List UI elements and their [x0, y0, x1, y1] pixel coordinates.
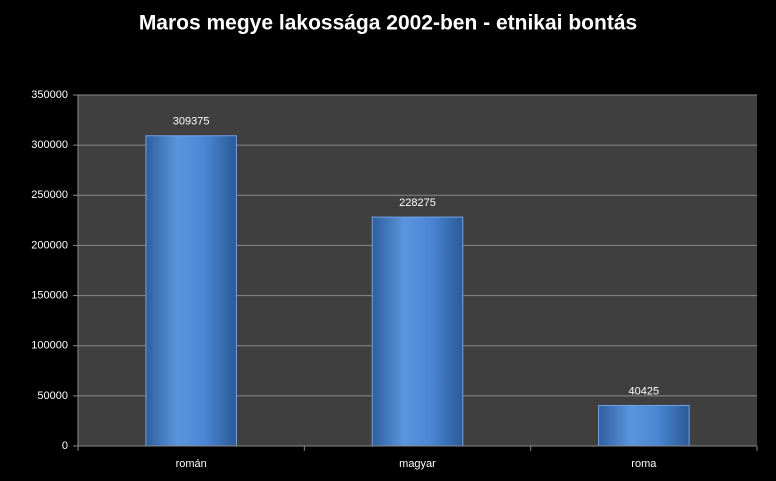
x-tick-label: roma: [631, 458, 657, 470]
y-tick-label: 50000: [37, 390, 68, 402]
y-tick-label: 350000: [31, 89, 68, 101]
bar: [371, 216, 464, 447]
y-tick-label: 200000: [31, 239, 68, 251]
x-tick-label: román: [176, 458, 207, 470]
bar: [145, 135, 237, 447]
y-tick-label: 100000: [31, 340, 68, 352]
data-label: 228275: [399, 197, 436, 209]
y-tick-label: 300000: [31, 139, 68, 151]
data-label: 40425: [629, 385, 660, 397]
x-tick-label: magyar: [399, 458, 436, 470]
data-label: 309375: [173, 116, 210, 128]
y-tick-label: 0: [62, 440, 68, 452]
y-tick-label: 250000: [31, 189, 68, 201]
chart-title: Maros megye lakossága 2002-ben - etnikai…: [139, 12, 637, 35]
y-tick-label: 150000: [31, 289, 68, 301]
bar: [598, 404, 690, 447]
